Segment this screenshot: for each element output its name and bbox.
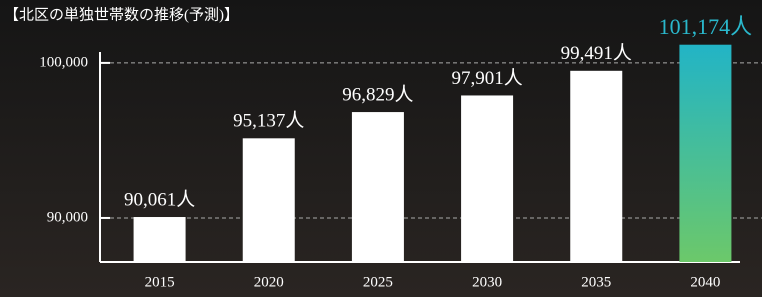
value-label: 101,174人 [659, 14, 753, 39]
x-tick-label: 2035 [581, 274, 611, 290]
x-tick-label: 2020 [254, 274, 284, 290]
page: 【北区の単独世帯数の推移(予測)】 90,000 100,000 2015 90,06… [0, 0, 762, 297]
bar [134, 217, 186, 262]
value-label: 99,491人 [561, 42, 632, 64]
x-tick-label: 2040 [690, 274, 720, 290]
bar [461, 95, 513, 262]
value-label: 97,901人 [451, 67, 522, 89]
y-tick-label: 90,000 [47, 209, 88, 225]
x-tick-label: 2025 [363, 274, 393, 290]
chart: 【北区の単独世帯数の推移(予測)】 90,000 100,000 2015 90,06… [0, 0, 762, 297]
value-label: 95,137人 [233, 110, 304, 132]
bar [679, 45, 731, 262]
x-tick-label: 2015 [145, 274, 175, 290]
bar [570, 71, 622, 262]
y-tick-label: 100,000 [39, 54, 88, 70]
value-label: 96,829人 [342, 83, 413, 105]
chart-title: 【北区の単独世帯数の推移(予測)】 [4, 6, 239, 23]
bar [243, 138, 295, 262]
value-label: 90,061人 [124, 188, 195, 210]
x-tick-label: 2030 [472, 274, 502, 290]
bar [352, 112, 404, 262]
